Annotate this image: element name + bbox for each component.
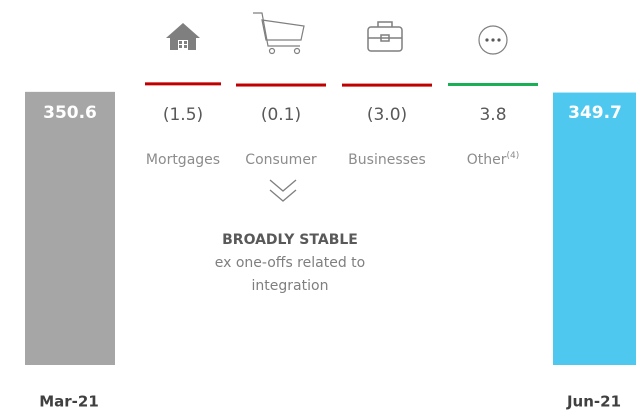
annotation-line: integration <box>252 278 329 294</box>
annotation-title: BROADLY STABLE <box>222 232 358 248</box>
x-label: Mar-21 <box>39 393 99 411</box>
category-name: Consumer <box>245 152 317 168</box>
value-label: (1.5) <box>163 105 203 125</box>
total-bar <box>553 92 636 366</box>
value-label: (0.1) <box>261 105 301 125</box>
value-label: 349.7 <box>568 103 622 123</box>
value-label: 350.6 <box>43 103 97 123</box>
category-label: Mortgages <box>146 152 220 168</box>
icon-more <box>478 25 508 55</box>
category-name: Businesses <box>348 152 426 168</box>
category-label: Consumer <box>245 152 317 168</box>
delta-bar <box>145 82 221 86</box>
value-label: 3.8 <box>479 105 506 125</box>
x-label: Jun-21 <box>566 393 621 411</box>
icon-house <box>166 23 200 50</box>
footnote: (4) <box>507 151 520 161</box>
annotation-line: ex one-offs related to <box>215 255 365 271</box>
category-label: Businesses <box>348 152 426 168</box>
chevron <box>269 179 297 202</box>
delta-bar <box>448 82 538 86</box>
total-bar <box>25 91 115 365</box>
category-name: Mortgages <box>146 152 220 168</box>
category-name: Other <box>467 152 507 168</box>
icon-briefcase <box>367 21 403 52</box>
delta-bar <box>236 83 326 87</box>
icon-cart <box>253 12 305 55</box>
value-label: (3.0) <box>367 105 407 125</box>
delta-bar <box>342 83 432 87</box>
category-label: Other(4) <box>467 151 520 169</box>
